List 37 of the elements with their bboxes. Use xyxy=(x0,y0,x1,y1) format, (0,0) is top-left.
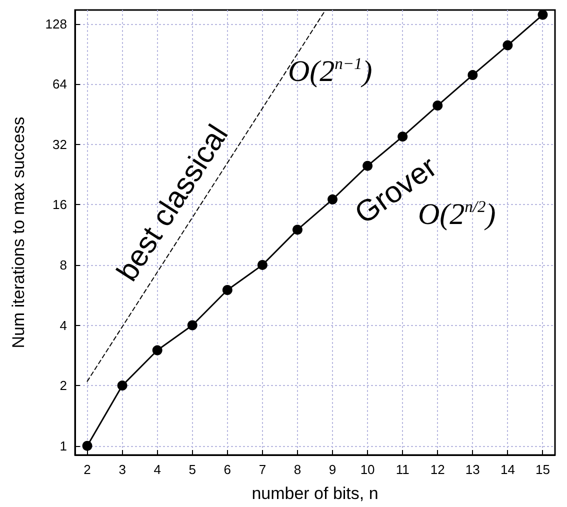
point xyxy=(152,345,162,356)
point xyxy=(292,224,302,235)
point xyxy=(82,440,92,451)
x-tick-label: 6 xyxy=(224,462,232,477)
point xyxy=(398,132,408,142)
y-tick-label: 16 xyxy=(52,197,67,212)
point xyxy=(468,70,478,80)
x-tick-label: 10 xyxy=(360,462,375,477)
point xyxy=(257,260,268,270)
point xyxy=(117,380,128,391)
x-tick-label: 13 xyxy=(465,462,480,477)
y-tick-label: 4 xyxy=(60,318,67,333)
x-tick-label: 4 xyxy=(154,462,161,477)
x-tick-label: 12 xyxy=(430,462,445,477)
x-tick-label: 2 xyxy=(84,462,91,477)
x-tick-label: 9 xyxy=(328,462,336,477)
point xyxy=(187,320,198,330)
x-axis-title: number of bits, n xyxy=(252,484,378,503)
x-tick-label: 11 xyxy=(396,462,410,477)
y-tick-label: 8 xyxy=(60,257,67,272)
x-tick-label: 15 xyxy=(536,462,550,477)
y-tick-label: 32 xyxy=(52,136,67,152)
point xyxy=(538,10,548,20)
y-tick-label: 1 xyxy=(60,438,67,454)
y-tick-label: 2 xyxy=(60,378,67,394)
y-tick-label: 64 xyxy=(52,76,67,92)
point xyxy=(502,40,513,50)
x-tick-label: 8 xyxy=(294,462,302,477)
y-tick-label: 128 xyxy=(45,16,67,32)
point xyxy=(328,194,338,204)
x-tick-label: 7 xyxy=(258,462,266,477)
x-tick-label: 14 xyxy=(500,462,515,477)
point xyxy=(222,284,232,295)
x-tick-label: 5 xyxy=(188,462,196,477)
y-axis-title: Num iterations to max success xyxy=(9,116,28,348)
point xyxy=(432,100,443,111)
x-tick-label: 3 xyxy=(118,462,126,477)
